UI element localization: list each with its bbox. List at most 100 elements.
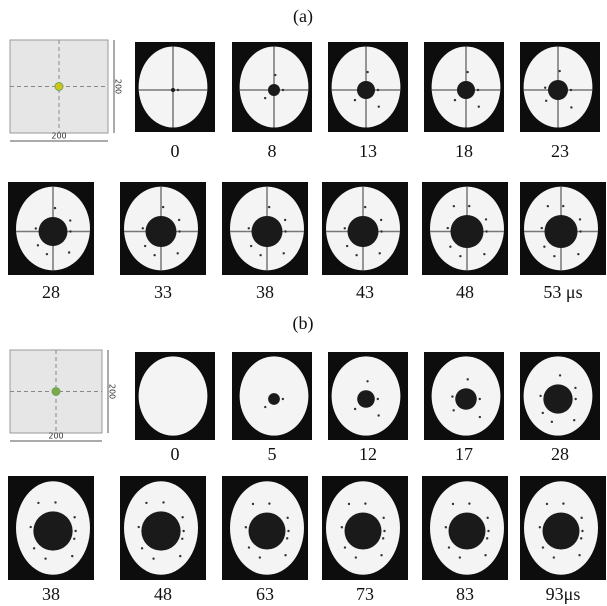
video-frame bbox=[520, 182, 606, 275]
video-frame bbox=[322, 476, 408, 580]
debris bbox=[153, 254, 155, 256]
debris bbox=[562, 205, 564, 207]
debris bbox=[178, 219, 180, 221]
video-frame bbox=[222, 476, 308, 580]
debris bbox=[73, 538, 75, 540]
width-label: 200 bbox=[51, 132, 66, 141]
video-frame bbox=[120, 476, 206, 580]
debris bbox=[264, 97, 266, 99]
time-label: 0 bbox=[171, 444, 180, 464]
damage-spot bbox=[171, 88, 175, 92]
time-label: 93μs bbox=[546, 584, 581, 604]
damage-spot bbox=[146, 216, 177, 247]
time-label: 63 bbox=[256, 584, 274, 604]
debris bbox=[245, 526, 247, 528]
damage-spot bbox=[357, 390, 375, 408]
debris bbox=[162, 501, 164, 503]
width-label: 200 bbox=[48, 432, 63, 441]
debris bbox=[544, 87, 546, 89]
debris bbox=[282, 89, 284, 91]
debris bbox=[543, 246, 545, 248]
debris bbox=[580, 537, 582, 539]
debris bbox=[73, 516, 75, 518]
video-frame bbox=[232, 352, 312, 440]
debris bbox=[284, 230, 286, 232]
debris bbox=[37, 502, 39, 504]
debris bbox=[380, 554, 382, 556]
height-label: 200 bbox=[108, 384, 117, 399]
video-frame bbox=[422, 182, 508, 275]
debris bbox=[574, 398, 576, 400]
damage-spot bbox=[345, 513, 382, 550]
debris bbox=[71, 555, 73, 557]
debris bbox=[33, 547, 35, 549]
debris bbox=[37, 244, 39, 246]
debris bbox=[479, 398, 481, 400]
debris bbox=[570, 89, 572, 91]
debris bbox=[459, 556, 461, 558]
debris bbox=[558, 70, 560, 72]
time-label: 38 bbox=[256, 282, 274, 302]
debris bbox=[478, 105, 480, 107]
damage-spot bbox=[141, 511, 180, 550]
debris bbox=[467, 378, 469, 380]
debris bbox=[581, 530, 583, 532]
debris bbox=[580, 517, 582, 519]
debris bbox=[144, 245, 146, 247]
debris bbox=[377, 414, 379, 416]
damage-spot bbox=[268, 393, 280, 405]
time-label: 73 bbox=[356, 584, 374, 604]
damage-spot bbox=[357, 81, 375, 99]
video-frame bbox=[328, 42, 408, 132]
debris bbox=[181, 516, 183, 518]
debris bbox=[364, 206, 366, 208]
debris bbox=[542, 546, 544, 548]
debris bbox=[344, 227, 346, 229]
debris bbox=[578, 554, 580, 556]
damage-spot bbox=[348, 216, 379, 247]
damage-spot bbox=[543, 513, 580, 550]
debris bbox=[287, 530, 289, 532]
debris bbox=[377, 398, 379, 400]
damage-spot bbox=[455, 388, 477, 410]
time-label: 48 bbox=[154, 584, 172, 604]
damage-spot bbox=[268, 84, 280, 96]
debris bbox=[579, 230, 581, 232]
debris bbox=[268, 206, 270, 208]
time-label: 38 bbox=[42, 584, 60, 604]
debris bbox=[486, 537, 488, 539]
debris bbox=[579, 218, 581, 220]
damage-spot bbox=[450, 215, 483, 248]
debris bbox=[452, 503, 454, 505]
debris bbox=[468, 502, 470, 504]
debris bbox=[577, 253, 579, 255]
debris bbox=[182, 530, 184, 532]
debris bbox=[379, 252, 381, 254]
debris bbox=[382, 517, 384, 519]
debris bbox=[355, 254, 357, 256]
debris bbox=[284, 554, 286, 556]
damage-spot bbox=[544, 215, 577, 248]
debris bbox=[248, 227, 250, 229]
time-label: 33 bbox=[154, 282, 172, 302]
debris bbox=[282, 398, 284, 400]
debris bbox=[179, 555, 181, 557]
debris bbox=[366, 380, 368, 382]
debris bbox=[68, 251, 70, 253]
debris bbox=[383, 530, 385, 532]
debris bbox=[366, 71, 368, 73]
time-label: 13 bbox=[359, 141, 377, 161]
damage-spot bbox=[252, 216, 283, 247]
debris bbox=[259, 556, 261, 558]
debris bbox=[541, 227, 543, 229]
debris bbox=[162, 206, 164, 208]
debris bbox=[378, 105, 380, 107]
damage-spot bbox=[548, 80, 568, 100]
debris bbox=[454, 99, 456, 101]
debris bbox=[484, 554, 486, 556]
debris bbox=[54, 207, 56, 209]
debris bbox=[553, 556, 555, 558]
debris bbox=[459, 255, 461, 257]
debris bbox=[448, 546, 450, 548]
debris bbox=[546, 503, 548, 505]
